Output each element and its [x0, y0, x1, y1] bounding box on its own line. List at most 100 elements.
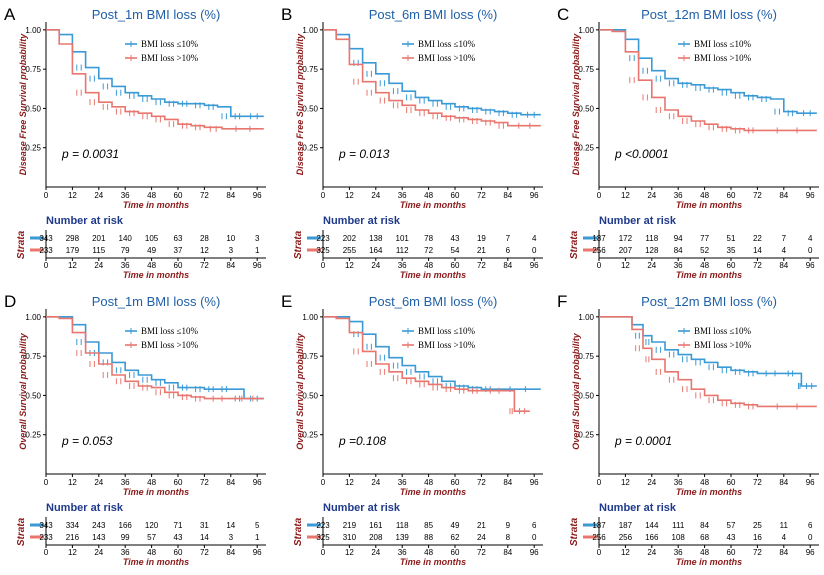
panel-letter: D	[4, 292, 16, 311]
risk-high-value: 12	[200, 246, 209, 255]
risk-high-value: 1	[255, 533, 260, 542]
x-axis-label: Time in months	[400, 200, 466, 210]
risk-x-tick-label: 72	[753, 548, 762, 557]
risk-high-value: 88	[424, 533, 433, 542]
risk-low-value: 161	[369, 521, 383, 530]
x-tick-label: 72	[477, 191, 486, 200]
risk-low-value: 202	[343, 234, 357, 243]
risk-low-value: 120	[145, 521, 159, 530]
risk-high-value: 108	[672, 533, 686, 542]
strata-label: Strata	[569, 517, 580, 546]
risk-high-value: 166	[645, 533, 659, 542]
risk-x-tick-label: 72	[753, 261, 762, 270]
risk-low-value: 334	[66, 521, 80, 530]
legend-label: BMI loss ≤10%	[694, 39, 751, 49]
y-tick-label: 0.50	[578, 391, 594, 400]
risk-high-value: 255	[343, 246, 357, 255]
x-tick-label: 60	[727, 478, 736, 487]
risk-x-axis-label: Time in months	[676, 557, 742, 567]
risk-high-value: 233	[39, 246, 53, 255]
risk-low-value: 25	[753, 521, 762, 530]
y-tick-label: 0.75	[25, 352, 41, 361]
risk-high-value: 4	[782, 246, 787, 255]
y-tick-label: 0.25	[578, 431, 594, 440]
risk-high-value: 6	[506, 246, 511, 255]
risk-low-value: 84	[700, 521, 709, 530]
x-tick-label: 36	[398, 478, 407, 487]
x-tick-label: 48	[424, 191, 433, 200]
risk-high-value: 21	[477, 246, 486, 255]
risk-x-tick-label: 60	[451, 548, 460, 557]
risk-x-tick-label: 48	[700, 548, 709, 557]
legend-label: BMI loss >10%	[418, 340, 476, 350]
risk-high-value: 14	[200, 533, 209, 542]
risk-low-value: 71	[174, 521, 183, 530]
survival-curve-high	[46, 316, 264, 400]
chart-title: Post_1m BMI loss (%)	[92, 7, 221, 22]
risk-low-value: 298	[66, 234, 80, 243]
risk-high-value: 16	[753, 533, 762, 542]
risk-low-value: 219	[343, 521, 357, 530]
risk-high-value: 1	[255, 246, 260, 255]
risk-x-tick-label: 36	[121, 261, 130, 270]
risk-low-value: 187	[592, 521, 606, 530]
x-tick-label: 48	[700, 478, 709, 487]
chart-title: Post_6m BMI loss (%)	[369, 294, 498, 309]
x-tick-label: 24	[647, 191, 656, 200]
risk-low-value: 172	[619, 234, 633, 243]
risk-x-tick-label: 12	[345, 548, 354, 557]
y-tick-label: 1.00	[302, 313, 318, 322]
x-tick-label: 48	[424, 478, 433, 487]
p-value: p = 0.053	[61, 434, 113, 448]
y-tick-label: 0.25	[25, 144, 41, 153]
legend-label: BMI loss ≤10%	[418, 39, 475, 49]
chart-title: Post_12m BMI loss (%)	[641, 7, 777, 22]
strata-label: Strata	[569, 230, 580, 259]
risk-low-value: 63	[174, 234, 183, 243]
risk-x-tick-label: 96	[530, 261, 539, 270]
risk-x-axis-label: Time in months	[123, 557, 189, 567]
x-tick-label: 0	[597, 191, 602, 200]
risk-low-value: 223	[316, 234, 330, 243]
risk-x-tick-label: 48	[147, 261, 156, 270]
risk-x-tick-label: 60	[451, 261, 460, 270]
risk-high-value: 84	[674, 246, 683, 255]
risk-high-value: 128	[645, 246, 659, 255]
legend-label: BMI loss >10%	[141, 53, 199, 63]
survival-curve-high	[323, 316, 530, 412]
risk-high-value: 99	[121, 533, 130, 542]
x-tick-label: 96	[806, 191, 815, 200]
x-tick-label: 72	[200, 478, 209, 487]
survival-curve-low	[323, 316, 541, 390]
y-tick-label: 1.00	[578, 313, 594, 322]
survival-curve-high	[599, 29, 817, 132]
x-tick-label: 84	[226, 191, 235, 200]
x-tick-label: 72	[753, 191, 762, 200]
risk-low-value: 28	[200, 234, 209, 243]
risk-low-value: 22	[753, 234, 762, 243]
risk-x-tick-label: 84	[779, 548, 788, 557]
risk-x-tick-label: 72	[200, 548, 209, 557]
risk-low-value: 94	[674, 234, 683, 243]
risk-low-value: 105	[145, 234, 159, 243]
risk-x-tick-label: 96	[253, 548, 262, 557]
y-tick-label: 0.75	[578, 65, 594, 74]
panel-letter: E	[281, 292, 292, 311]
risk-high-value: 14	[753, 246, 762, 255]
chart-title: Post_6m BMI loss (%)	[369, 7, 498, 22]
panel-letter: A	[4, 5, 16, 24]
risk-low-value: 243	[92, 521, 106, 530]
risk-x-tick-label: 12	[621, 548, 630, 557]
x-tick-label: 72	[200, 191, 209, 200]
y-axis-label: Disease Free Survival probability	[295, 33, 305, 176]
x-tick-label: 0	[597, 478, 602, 487]
x-tick-label: 12	[345, 191, 354, 200]
risk-x-tick-label: 60	[174, 548, 183, 557]
risk-low-value: 57	[727, 521, 736, 530]
panel-c: C Post_12m BMI loss (%) 1.00 0.75 0.50 0.25 0 1…	[557, 5, 819, 280]
risk-high-value: 4	[782, 533, 787, 542]
risk-x-tick-label: 12	[68, 261, 77, 270]
risk-high-value: 68	[700, 533, 709, 542]
risk-x-tick-label: 84	[779, 261, 788, 270]
